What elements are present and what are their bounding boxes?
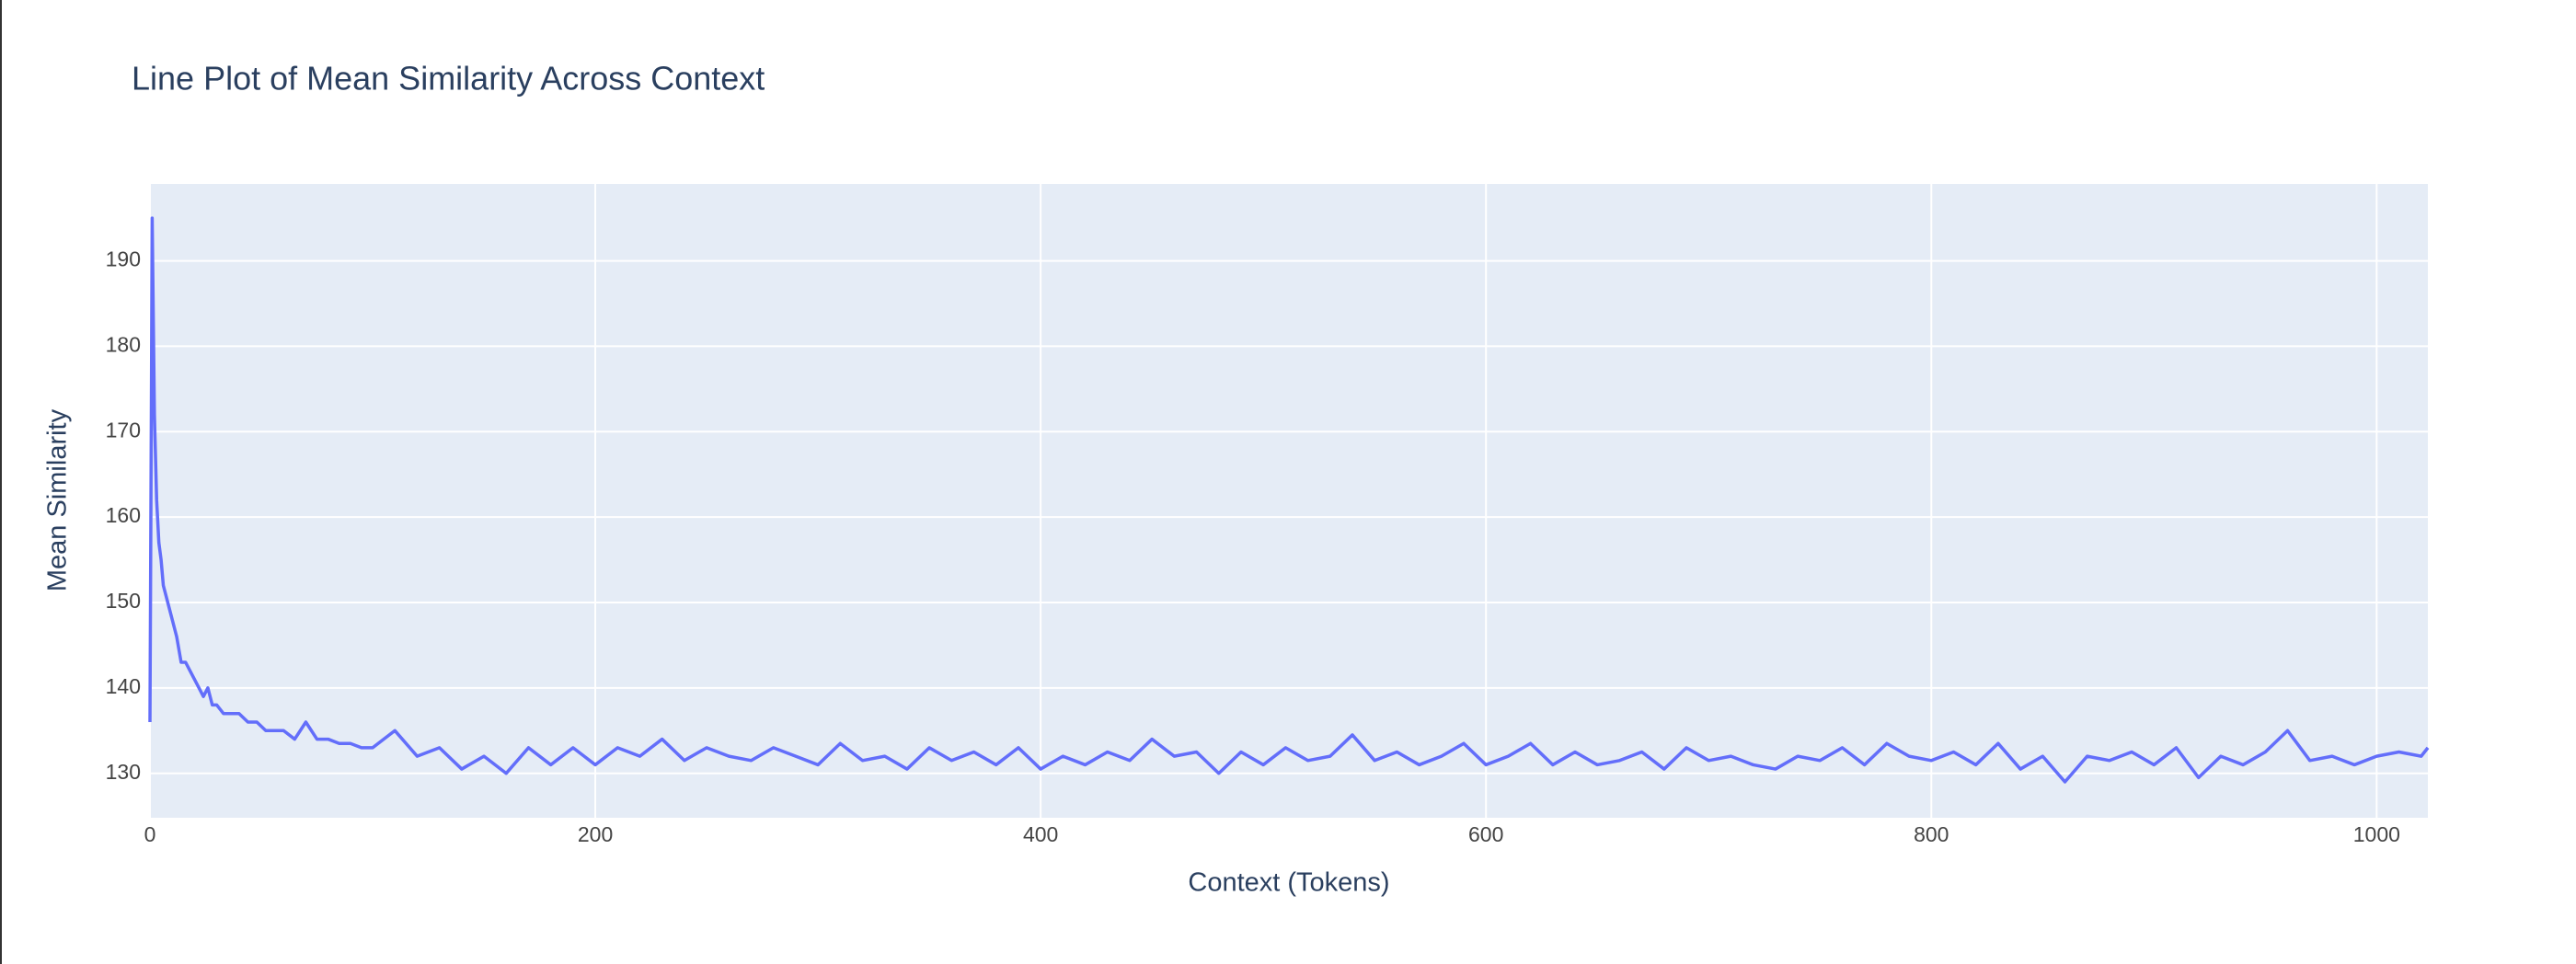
- y-tick-label: 160: [106, 503, 141, 527]
- data-line: [148, 216, 2430, 784]
- y-tick-label: 130: [106, 760, 141, 784]
- y-axis-title: Mean Similarity: [43, 408, 73, 591]
- plot-background: [150, 184, 2428, 818]
- x-axis-title: Context (Tokens): [1188, 868, 1389, 898]
- x-tick-label: 1000: [2353, 822, 2400, 846]
- y-tick-label: 170: [106, 418, 141, 442]
- y-tick-label: 190: [106, 247, 141, 271]
- x-tick-label: 400: [1023, 822, 1058, 846]
- chart-title: Line Plot of Mean Similarity Across Cont…: [132, 60, 765, 98]
- x-tick-label: 0: [144, 822, 156, 846]
- y-tick-label: 150: [106, 589, 141, 613]
- x-tick-label: 800: [1914, 822, 1949, 846]
- x-tick-label: 200: [578, 822, 613, 846]
- y-tick-label: 140: [106, 674, 141, 698]
- x-tick-label: 600: [1468, 822, 1503, 846]
- y-tick-label: 180: [106, 333, 141, 357]
